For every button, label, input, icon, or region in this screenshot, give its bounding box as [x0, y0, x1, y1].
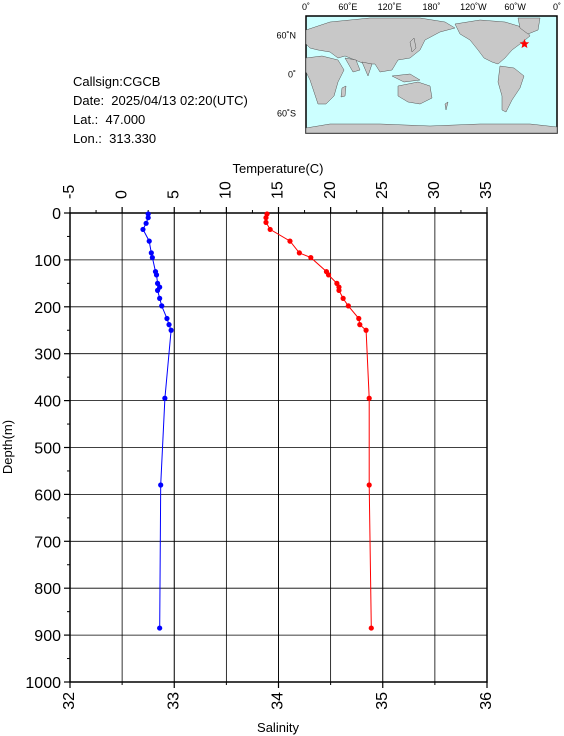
- plot-frame: [69, 212, 488, 683]
- temperature-point: [366, 482, 372, 488]
- salinity-point: [149, 254, 155, 261]
- temperature-point: [357, 322, 363, 328]
- longitude-text: Lon.: 313.330: [73, 131, 157, 146]
- top-axis-tick-label: 15: [270, 181, 287, 199]
- latitude-text: Lat.: 47.000: [73, 112, 146, 127]
- y-tick-label: 700: [34, 534, 61, 551]
- map-lon-tick-label: 60˚W: [504, 2, 526, 12]
- salinity-point: [153, 272, 160, 278]
- salinity-point: [159, 303, 165, 309]
- salinity-line: [142, 213, 172, 629]
- temperature-point: [308, 254, 314, 261]
- y-tick-label: 1000: [25, 675, 61, 692]
- top-axis-tick-label: 35: [478, 181, 495, 199]
- map-lon-tick-label: 60˚E: [338, 2, 357, 12]
- top-axis-tick-label: 10: [218, 181, 235, 199]
- y-tick-label: 100: [34, 253, 61, 270]
- temperature-point: [336, 284, 342, 290]
- temperature-point: [267, 226, 273, 233]
- map-lon-tick-label: 120˚W: [460, 2, 487, 12]
- temperature-point: [264, 211, 270, 217]
- top-axis-tick-label: -5: [61, 185, 78, 199]
- temperature-point: [356, 315, 362, 322]
- y-tick-label: 500: [34, 441, 61, 458]
- temperature-point: [263, 215, 269, 221]
- bottom-axis-tick-label: 34: [270, 692, 287, 710]
- map-lon-tick-label: 0˚: [302, 2, 310, 12]
- chart-series: [140, 211, 374, 631]
- salinity-point: [166, 322, 172, 328]
- date-text: Date: 2025/04/13 02:20(UTC): [73, 93, 248, 108]
- salinity-point: [157, 625, 163, 631]
- y-tick-label: 600: [34, 487, 61, 504]
- temperature-point: [296, 250, 302, 256]
- temperature-point: [336, 287, 342, 293]
- map-lon-tick-label: 0˚: [553, 2, 561, 12]
- salinity-point: [145, 211, 151, 217]
- top-axis-tick-label: 20: [322, 181, 339, 199]
- bottom-axis-tick-label: 32: [61, 692, 78, 710]
- world-map: 0˚ 60˚E 120˚E 180˚ 120˚W 60˚W 0˚ 60˚N 0˚ 60˚S: [276, 2, 561, 134]
- salinity-point: [143, 220, 149, 226]
- salinity-point: [158, 482, 164, 488]
- map-lat-tick-label: 60˚S: [277, 109, 296, 119]
- map-lat-labels: 60˚N 0˚ 60˚S: [276, 31, 296, 119]
- bottom-axis-tick-label: 33: [165, 692, 182, 710]
- map-land: [305, 17, 558, 134]
- temperature-point: [287, 238, 293, 244]
- y-axis-label: Depth(m): [0, 420, 15, 474]
- y-tick-label: 200: [34, 300, 61, 317]
- y-tick-label: 400: [34, 394, 61, 411]
- top-axis-tick-label: 30: [426, 181, 443, 199]
- temperature-point: [325, 272, 332, 278]
- salinity-point: [162, 395, 168, 401]
- callsign-text: Callsign:CGCB: [73, 74, 161, 89]
- salinity-point: [164, 315, 170, 322]
- map-lon-tick-label: 120˚E: [378, 2, 402, 12]
- station-info: Callsign:CGCB Date: 2025/04/13 02:20(UTC…: [73, 72, 248, 148]
- salinity-point: [168, 327, 174, 333]
- salinity-point: [154, 287, 161, 293]
- map-lon-tick-label: 180˚: [422, 2, 440, 12]
- temperature-point: [263, 219, 269, 225]
- salinity-point: [154, 280, 161, 286]
- bottom-axis-tick-label: 36: [478, 692, 495, 710]
- top-axis-tick-label: 5: [165, 190, 182, 199]
- salinity-point: [152, 269, 159, 275]
- temperature-point: [366, 395, 372, 401]
- bottom-axis-label: Salinity: [257, 720, 299, 735]
- temperature-line: [265, 213, 372, 629]
- salinity-point: [157, 295, 163, 301]
- y-tick-label: 900: [34, 628, 61, 645]
- y-tick-label: 0: [52, 206, 61, 223]
- salinity-point: [157, 284, 163, 290]
- y-tick-label: 800: [34, 581, 61, 598]
- station-marker: [519, 39, 530, 48]
- map-lon-labels: 0˚ 60˚E 120˚E 180˚ 120˚W 60˚W 0˚: [302, 2, 561, 12]
- temperature-point: [345, 303, 351, 309]
- chart-grid: [69, 212, 488, 683]
- salinity-point: [145, 215, 151, 221]
- salinity-point: [140, 226, 146, 233]
- top-axis-label: Temperature(C): [232, 161, 323, 176]
- map-lat-tick-label: 60˚N: [276, 31, 296, 41]
- map-lat-tick-label: 0˚: [288, 70, 296, 80]
- bottom-axis-tick-label: 35: [374, 692, 391, 710]
- salinity-point: [148, 250, 154, 256]
- temperature-point: [340, 295, 346, 301]
- y-tick-label: 300: [34, 347, 61, 364]
- top-axis-tick-label: 25: [374, 181, 391, 199]
- temperature-point: [323, 269, 330, 275]
- temperature-point: [334, 280, 340, 286]
- temperature-point: [363, 327, 369, 333]
- salinity-point: [146, 238, 152, 244]
- temperature-point: [368, 625, 374, 631]
- top-axis-tick-label: 0: [113, 190, 130, 199]
